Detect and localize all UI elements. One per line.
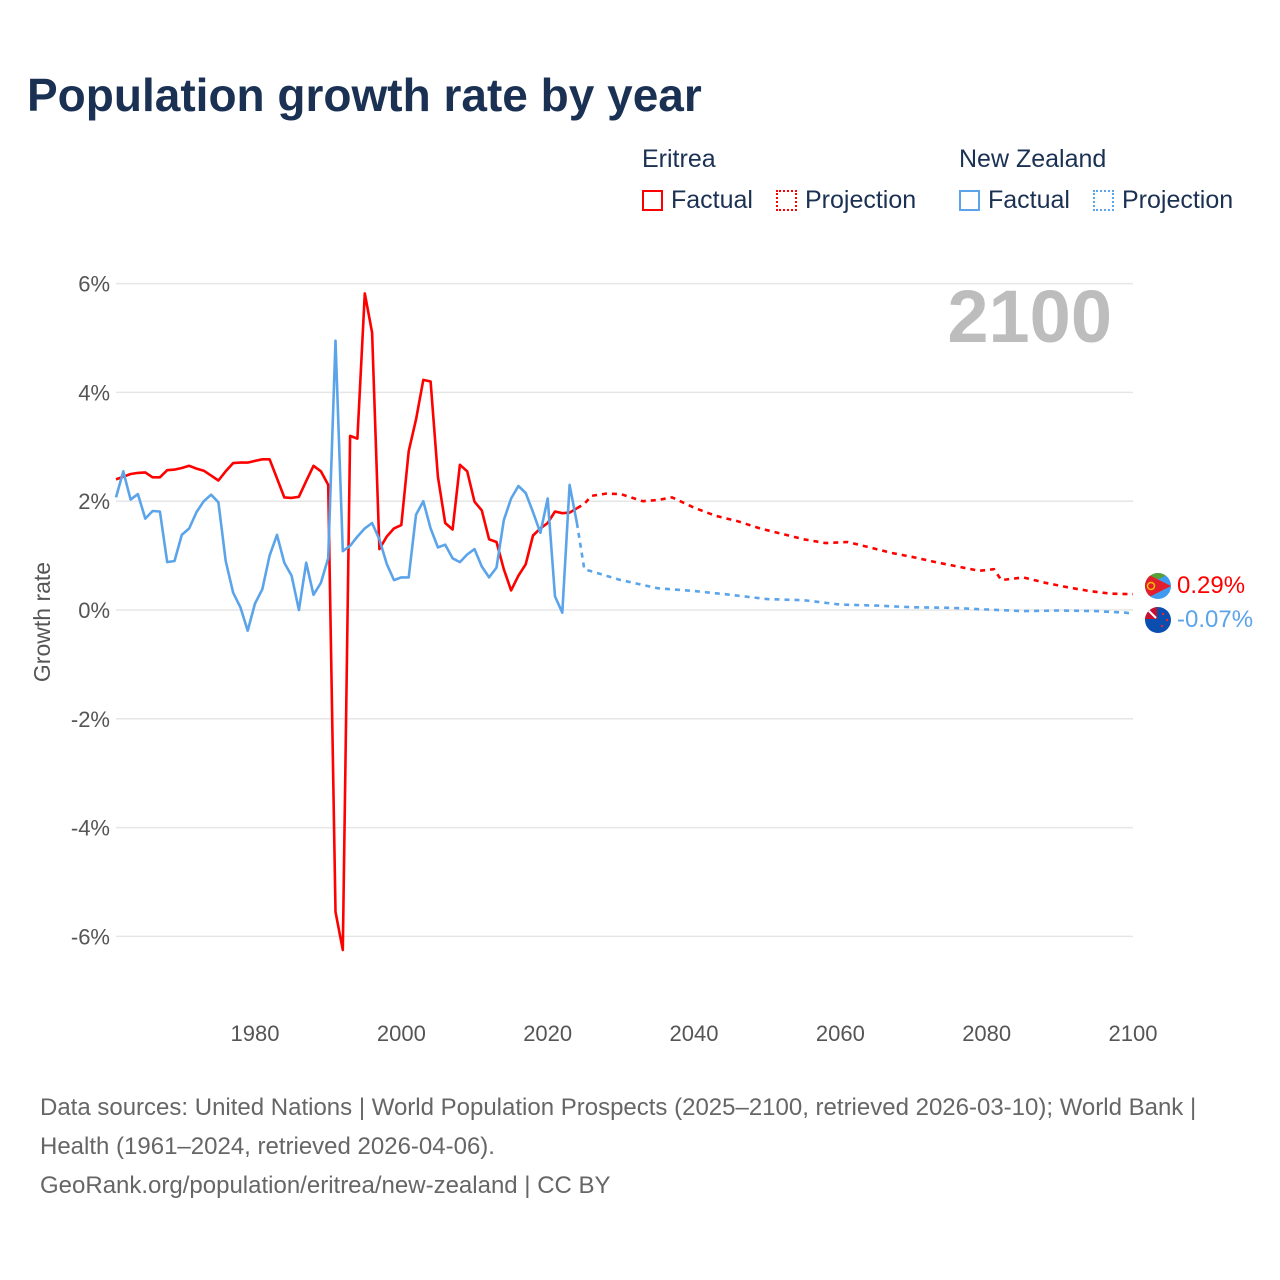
legend-label: Factual [671, 186, 753, 214]
credit-link[interactable]: GeoRank.org/population/eritrea/new-zeala… [40, 1172, 611, 1199]
y-tick-label: 2% [78, 489, 110, 514]
series-line-eritrea-factual [115, 292, 578, 952]
legend-label: Factual [988, 186, 1070, 214]
new-zealand-flag-icon [1145, 607, 1171, 633]
x-tick-label: 1980 [231, 1021, 280, 1046]
legend-group-new-zealand: New Zealand [959, 145, 1107, 173]
x-tick-label: 2040 [670, 1021, 719, 1046]
data-sources: Data sources: United Nations | World Pop… [40, 1094, 1197, 1160]
y-axis-label: Growth rate [29, 562, 55, 682]
chart-title: Population growth rate by year [27, 69, 702, 121]
new-zealand-end-value: -0.07% [1177, 606, 1253, 633]
x-tick-label: 2080 [962, 1021, 1011, 1046]
y-tick-label: -4% [71, 816, 110, 841]
y-tick-label: 0% [78, 598, 110, 623]
x-tick-label: 2000 [377, 1021, 426, 1046]
y-tick-label: 6% [78, 272, 110, 297]
legend-label: Projection [1122, 186, 1234, 214]
y-tick-label: -6% [71, 924, 110, 949]
legend-swatch-dotted [776, 190, 797, 211]
series-line-new-zealand-projection [575, 522, 1134, 616]
legend-swatch-solid [642, 190, 663, 211]
legend-nz-factual[interactable]: Factual [959, 186, 1070, 215]
series-line-eritrea-projection [576, 492, 1134, 596]
x-tick-label: 2100 [1109, 1021, 1158, 1046]
y-tick-label: -2% [71, 707, 110, 732]
legend-nz-projection[interactable]: Projection [1093, 186, 1233, 215]
legend-swatch-dotted [1093, 190, 1114, 211]
x-tick-label: 2020 [523, 1021, 572, 1046]
legend-label: Projection [805, 186, 917, 214]
eritrea-end-value: 0.29% [1177, 572, 1245, 599]
legend-swatch-solid [959, 190, 980, 211]
legend-eritrea-projection[interactable]: Projection [776, 186, 916, 215]
footer: Data sources: United Nations | World Pop… [40, 1088, 1240, 1205]
year-watermark: 2100 [947, 275, 1112, 358]
legend-eritrea-factual[interactable]: Factual [642, 186, 753, 215]
y-tick-label: 4% [78, 380, 110, 405]
legend-group-eritrea: Eritrea [642, 145, 716, 173]
series-line-new-zealand-factual [114, 339, 579, 632]
eritrea-flag-icon [1145, 573, 1171, 599]
x-tick-label: 2060 [816, 1021, 865, 1046]
